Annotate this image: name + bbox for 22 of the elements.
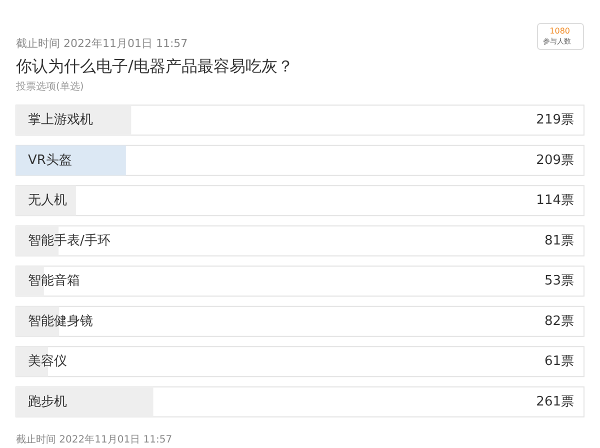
y-tick-label: VR头盔 [28, 152, 72, 168]
bar [16, 145, 126, 176]
y-tick-label: 掌上游戏机 [28, 112, 93, 128]
y-tick-label: 跑步机 [28, 394, 67, 410]
y-tick-label: 无人机 [28, 193, 67, 208]
data-label: 53票 [544, 274, 574, 289]
data-label: 114票 [536, 193, 574, 208]
y-tick-label: 美容仪 [28, 353, 67, 370]
text: 1080 [550, 26, 570, 36]
text: 截止时间 2022年11月01日 11:57 [16, 434, 172, 446]
y-tick-label: 智能音箱 [28, 274, 80, 289]
chart-subtitle: 投票选项(单选) [15, 80, 84, 92]
data-label: 61票 [544, 354, 574, 370]
y-tick-label: 智能健身镜 [28, 314, 93, 329]
data-label: 261票 [536, 394, 574, 410]
data-label: 82票 [544, 314, 574, 329]
data-label: 209票 [536, 152, 574, 168]
y-tick-label: 智能手表/手环 [28, 233, 110, 248]
data-label: 81票 [544, 233, 574, 248]
chart-title: 你认为什么电子/电器产品最容易吃灰？ [15, 56, 294, 76]
text: 截止时间 2022年11月01日 11:57 [16, 37, 188, 50]
data-label: 219票 [536, 112, 574, 128]
